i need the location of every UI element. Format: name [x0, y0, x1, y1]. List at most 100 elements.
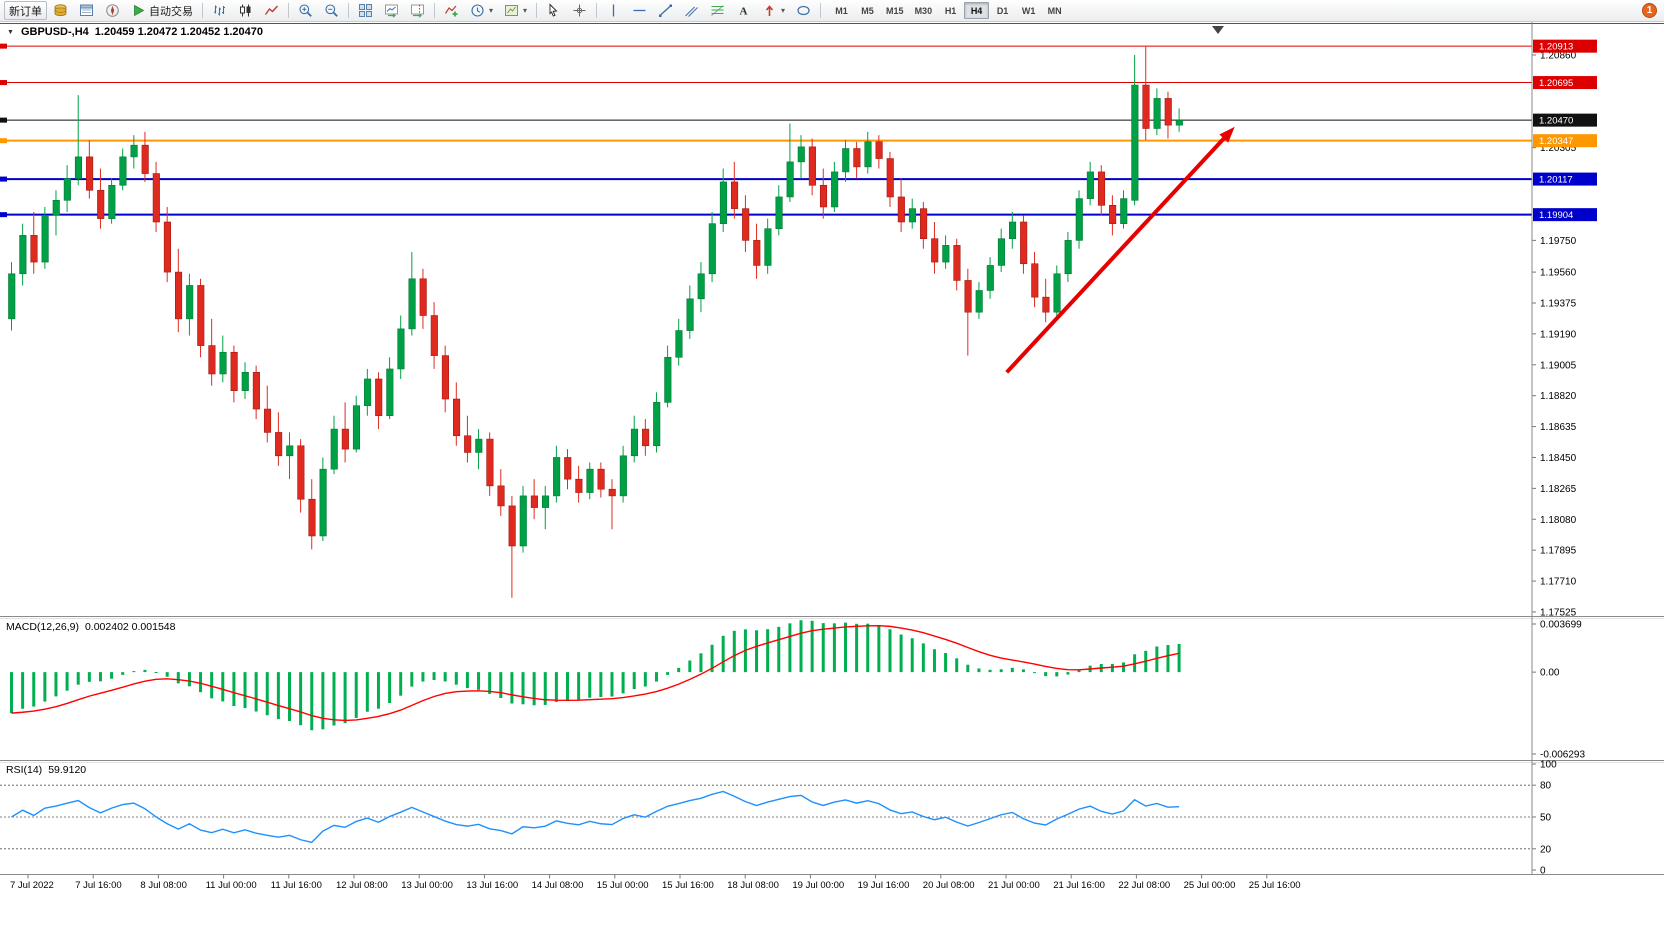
- timeframe-d1-button[interactable]: D1: [996, 5, 1009, 16]
- zoom-in-button[interactable]: [293, 1, 318, 20]
- templates-button[interactable]: ▾: [499, 1, 532, 20]
- auto-trading-button[interactable]: 自动交易: [126, 1, 198, 20]
- candlestick-series: [8, 46, 1183, 598]
- price-axis-label: 1.18450: [1540, 453, 1577, 464]
- time-axis-label: 14 Jul 08:00: [532, 880, 584, 891]
- notification-badge[interactable]: 1: [1642, 3, 1657, 18]
- market-watch-button[interactable]: [48, 1, 73, 20]
- candlestick-chart-icon: [238, 3, 253, 18]
- templates-icon: [504, 3, 519, 18]
- toolbar-separator: [820, 3, 822, 18]
- time-axis-label: 15 Jul 16:00: [662, 880, 714, 891]
- candlestick-chart-button[interactable]: [233, 1, 258, 20]
- chart-symbol-title: GBPUSD-,H4: [20, 26, 89, 38]
- time-axis-label: 8 Jul 08:00: [140, 880, 186, 891]
- chart-menu-icon[interactable]: ▼: [7, 28, 14, 36]
- chart-canvas[interactable]: 1.20860 1.20305 1.19750 1.19560 1.19375 1.191…: [0, 22, 1664, 950]
- svg-text:1.20695: 1.20695: [1539, 78, 1573, 89]
- chart-shift-marker[interactable]: [1212, 26, 1224, 34]
- navigator-icon: [105, 3, 120, 18]
- auto-scroll-button[interactable]: [379, 1, 404, 20]
- cursor-button[interactable]: [541, 1, 566, 20]
- tile-windows-icon: [358, 3, 373, 18]
- rsi-axis-label: 20: [1540, 844, 1552, 855]
- crosshair-icon: [572, 3, 587, 18]
- chart-title-bar: ▼ GBPUSD-,H4 1.20459 1.20472 1.20452 1.2…: [7, 26, 263, 38]
- data-window-button[interactable]: [74, 1, 99, 20]
- time-axis-label: 13 Jul 16:00: [466, 880, 518, 891]
- rsi-axis-label: 80: [1540, 781, 1552, 792]
- crosshair-button[interactable]: [567, 1, 592, 20]
- timeframe-m5-button[interactable]: M5: [861, 5, 874, 16]
- new-order-label: 新订单: [9, 5, 42, 18]
- vertical-line-button[interactable]: [601, 1, 626, 20]
- tile-windows-button[interactable]: [353, 1, 378, 20]
- price-axis-label: 1.20860: [1540, 51, 1577, 62]
- time-axis-label: 19 Jul 16:00: [858, 880, 910, 891]
- zoom-out-button[interactable]: [319, 1, 344, 20]
- dropdown-caret-icon: ▾: [489, 6, 494, 15]
- new-order-button[interactable]: 新订单: [4, 1, 47, 20]
- macd-axis-label: 0.003699: [1540, 620, 1582, 631]
- cursor-icon: [546, 3, 561, 18]
- indicators-button[interactable]: [439, 1, 464, 20]
- bar-chart-icon: [212, 3, 227, 18]
- price-line-anchor: [0, 80, 7, 86]
- fibonacci-button[interactable]: [705, 1, 730, 20]
- auto-trading-play-icon: [131, 3, 146, 18]
- price-axis-label: 1.19750: [1540, 236, 1577, 247]
- time-axis-label: 13 Jul 00:00: [401, 880, 453, 891]
- timeframe-m1-button[interactable]: M1: [835, 5, 848, 16]
- time-axis-label: 25 Jul 16:00: [1249, 880, 1301, 891]
- channel-button[interactable]: [679, 1, 704, 20]
- shapes-tool-button[interactable]: [791, 1, 816, 20]
- time-axis-label: 21 Jul 16:00: [1053, 880, 1105, 891]
- chart-shift-button[interactable]: [405, 1, 430, 20]
- price-badge: [1533, 134, 1597, 148]
- price-axis-label: 1.19005: [1540, 360, 1577, 371]
- bar-chart-button[interactable]: [207, 1, 232, 20]
- vertical-line-icon: [606, 3, 621, 18]
- market-watch-icon: [53, 3, 68, 18]
- price-line-anchor: [0, 43, 7, 49]
- macd-label: MACD(12,26,9): [6, 621, 79, 633]
- dropdown-caret-icon: ▾: [781, 6, 786, 15]
- trendline-button[interactable]: [653, 1, 678, 20]
- trend-arrow[interactable]: [1005, 132, 1230, 374]
- text-tool-button[interactable]: A: [731, 1, 756, 20]
- time-axis-label: 11 Jul 16:00: [271, 880, 322, 891]
- price-axis-label: 1.17895: [1540, 546, 1577, 557]
- timeframe-w1-button[interactable]: W1: [1021, 5, 1036, 16]
- time-axis-label: 18 Jul 08:00: [727, 880, 779, 891]
- time-axis-label: 7 Jul 2022: [10, 880, 54, 891]
- line-chart-button[interactable]: [259, 1, 284, 20]
- zoom-in-icon: [298, 3, 313, 18]
- arrows-tool-button[interactable]: ▾: [757, 1, 790, 20]
- time-axis-label: 21 Jul 00:00: [988, 880, 1040, 891]
- timeframe-h4-button[interactable]: H4: [964, 2, 990, 19]
- svg-text:1.20347: 1.20347: [1539, 136, 1573, 147]
- rsi-line: [11, 790, 1180, 844]
- horizontal-line-button[interactable]: [627, 1, 652, 20]
- text-tool-icon: A: [736, 3, 751, 18]
- trendline-icon: [658, 3, 673, 18]
- toolbar-separator: [348, 3, 349, 18]
- zoom-out-icon: [324, 3, 339, 18]
- timeframe-m30-button[interactable]: M30: [914, 5, 933, 16]
- navigator-button[interactable]: [100, 1, 125, 20]
- price-axis-label: 1.17525: [1540, 607, 1577, 618]
- periods-button[interactable]: ▾: [465, 1, 498, 20]
- timeframe-mn-button[interactable]: MN: [1047, 5, 1062, 16]
- price-axis-label: 1.18635: [1540, 422, 1577, 433]
- timeframe-h1-button[interactable]: H1: [944, 5, 957, 16]
- macd-values: 0.002402 0.001548: [84, 621, 176, 633]
- timeframe-m15-button[interactable]: M15: [886, 5, 904, 16]
- price-axis-label: 1.18265: [1540, 484, 1577, 495]
- price-axis-label: 1.19375: [1540, 298, 1577, 309]
- chart-shift-icon: [410, 3, 425, 18]
- horizontal-line-icon: [632, 3, 647, 18]
- indicators-add-icon: [444, 3, 459, 18]
- svg-text:1.19904: 1.19904: [1539, 210, 1573, 221]
- auto-scroll-icon: [384, 3, 399, 18]
- price-badge: [1533, 172, 1597, 186]
